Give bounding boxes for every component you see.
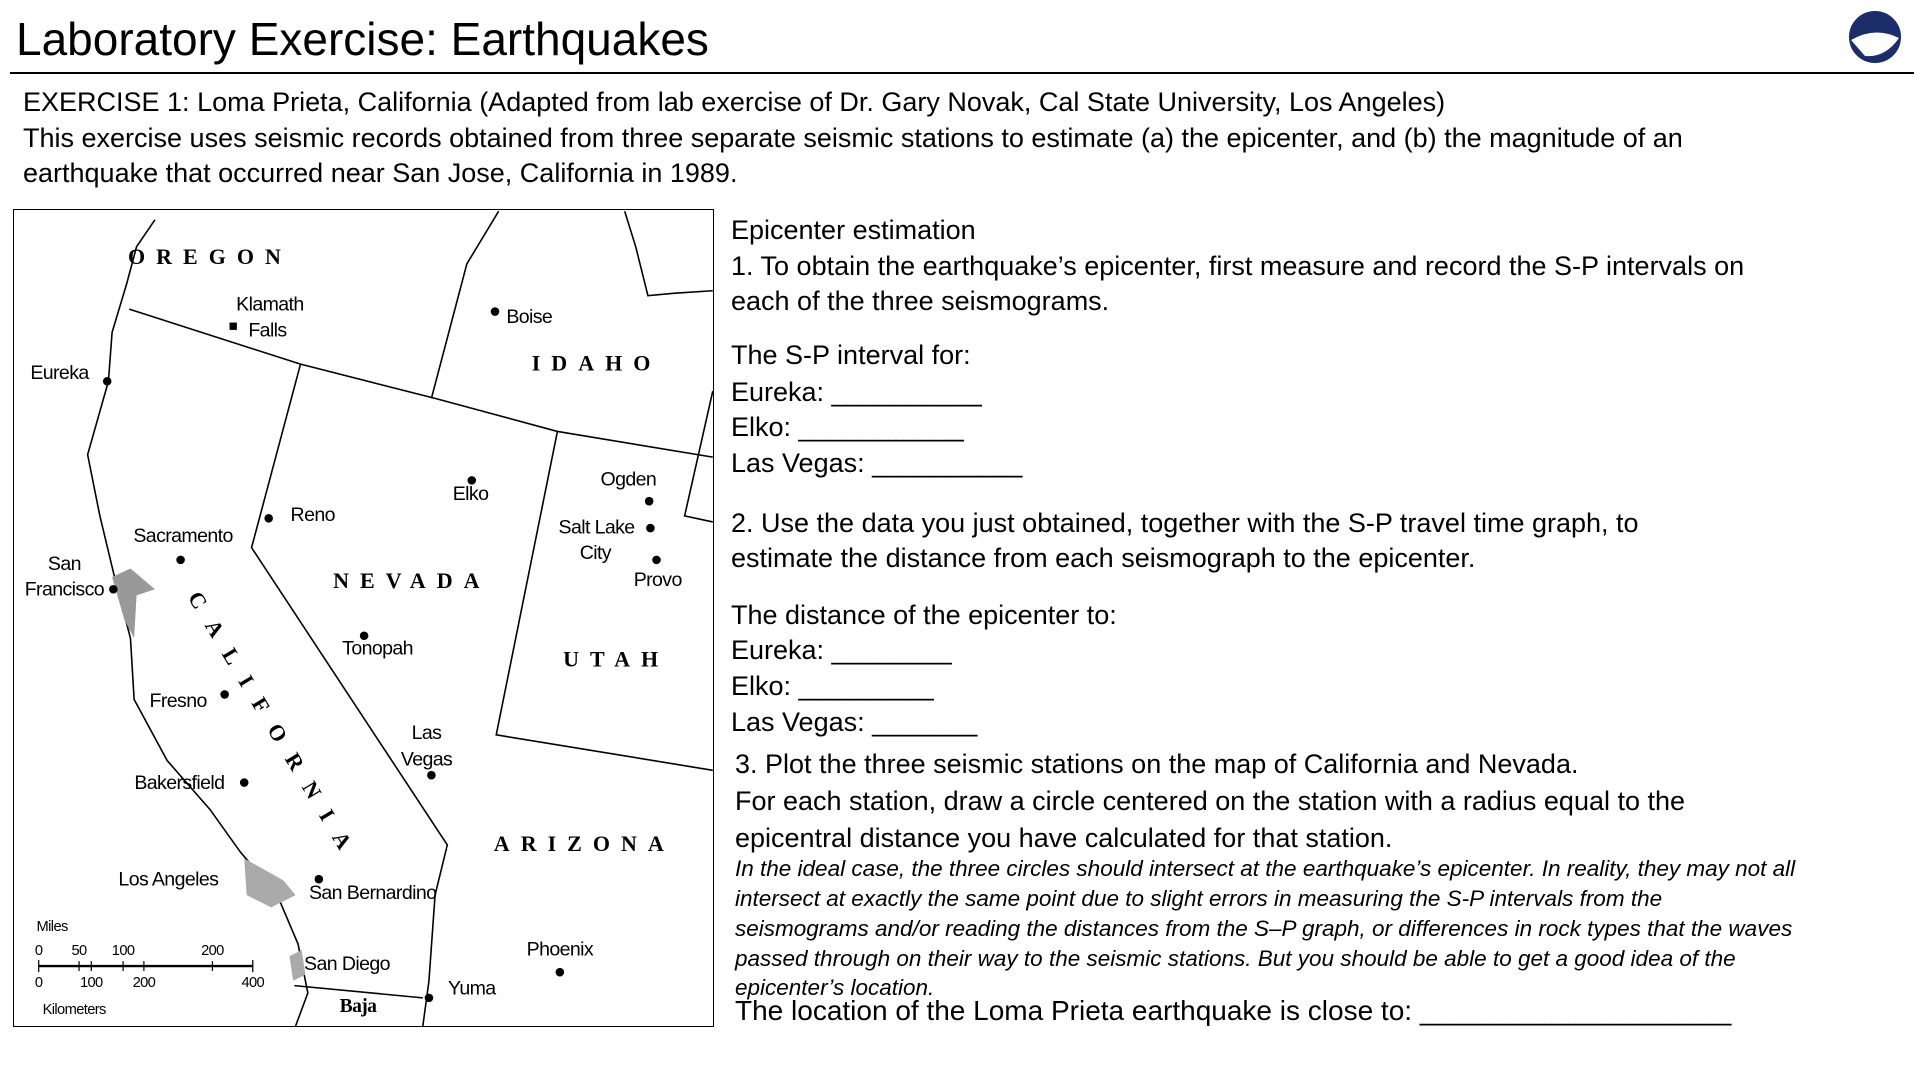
scale-tick: 100	[80, 975, 103, 991]
scale-tick: 400	[241, 975, 264, 991]
map-label: UTAH	[563, 646, 669, 671]
map-label: NEVADA	[333, 568, 490, 593]
map-label: Provo	[634, 569, 683, 591]
map-label: Klamath	[236, 294, 303, 316]
map-label: Fresno	[150, 690, 208, 712]
prompt: The distance of the epicenter to:	[731, 600, 1117, 630]
blank-line: Eureka: ________	[731, 635, 952, 665]
map-label: Baja	[340, 996, 378, 1017]
blank-line: Las Vegas: _______	[731, 707, 978, 737]
scale-label: Kilometers	[43, 1002, 106, 1018]
map-label: San Diego	[304, 953, 391, 975]
map-label: Salt Lake	[559, 516, 636, 538]
scale-tick: 0	[35, 943, 43, 959]
step-line: 2. Use the data you just obtained, toget…	[731, 508, 1639, 538]
map-label: Bakersfield	[134, 772, 224, 794]
note-line: intersect at exactly the same point due …	[735, 886, 1663, 911]
note-line: seismograms and/or reading the distances…	[735, 916, 1793, 941]
note-line: epicenter’s location.	[735, 975, 935, 1000]
step-line: For each station, draw a circle centered…	[735, 786, 1686, 816]
scale-tick: 100	[112, 943, 135, 959]
map-label: Boise	[506, 306, 553, 328]
step-line: 3. Plot the three seismic stations on th…	[735, 749, 1579, 779]
scale-tick: 50	[72, 943, 88, 959]
map-label: Los Angeles	[118, 869, 219, 891]
scale-label: Miles	[37, 919, 68, 935]
step-line: 1. To obtain the earthquake’s epicenter,…	[731, 251, 1745, 281]
note-line: In the ideal case, the three circles sho…	[735, 856, 1796, 881]
map: OREGON Klamath Falls Boise IDAHO Eureka …	[13, 209, 714, 1027]
map-label: Sacramento	[133, 525, 233, 547]
section-heading: Epicenter estimation	[731, 215, 976, 245]
intro-line: earthquake that occurred near San Jose, …	[23, 158, 738, 188]
map-label: Las	[412, 722, 443, 744]
map-label: Eureka	[30, 362, 89, 384]
map-label: Falls	[248, 319, 287, 341]
map-label: OREGON	[128, 244, 292, 269]
map-label: Elko	[453, 483, 489, 505]
map-label: Ogden	[601, 469, 657, 491]
map-label: Francisco	[25, 579, 105, 601]
final-question: The location of the Loma Prieta earthqua…	[735, 995, 1732, 1026]
step-line: epicentral distance you have calculated …	[735, 823, 1393, 853]
map-label: Yuma	[448, 977, 496, 999]
map-label: San	[48, 553, 81, 575]
header-rule	[10, 72, 1914, 74]
map-label: Vegas	[401, 749, 453, 771]
map-label: IDAHO	[532, 350, 662, 375]
blank-line: Elko: _________	[731, 671, 934, 701]
map-label: Reno	[291, 504, 336, 526]
intro-line: This exercise uses seismic records obtai…	[23, 123, 1683, 153]
map-label: ARIZONA	[494, 831, 675, 856]
scale-tick: 0	[35, 975, 43, 991]
scale-tick: 200	[201, 943, 224, 959]
blank-line: Elko: ___________	[731, 412, 964, 442]
map-label: City	[580, 542, 612, 564]
step-line: each of the three seismograms.	[731, 286, 1110, 316]
map-label: Phoenix	[527, 938, 594, 960]
map-label: CALIFORNIA	[183, 587, 366, 868]
prompt: The S-P interval for:	[731, 340, 971, 370]
scale-tick: 200	[133, 975, 156, 991]
map-label: San Bernardino	[309, 882, 437, 904]
step-line: estimate the distance from each seismogr…	[731, 543, 1476, 573]
title: Laboratory Exercise: Earthquakes	[16, 13, 709, 65]
logo	[1849, 11, 1901, 63]
map-label: Tonopah	[342, 637, 413, 659]
blank-line: Eureka: __________	[731, 377, 982, 407]
note-line: passed through on their way to the seism…	[735, 946, 1736, 971]
intro-heading: EXERCISE 1: Loma Prieta, California (Ada…	[23, 87, 1446, 117]
blank-line: Las Vegas: __________	[731, 448, 1023, 478]
